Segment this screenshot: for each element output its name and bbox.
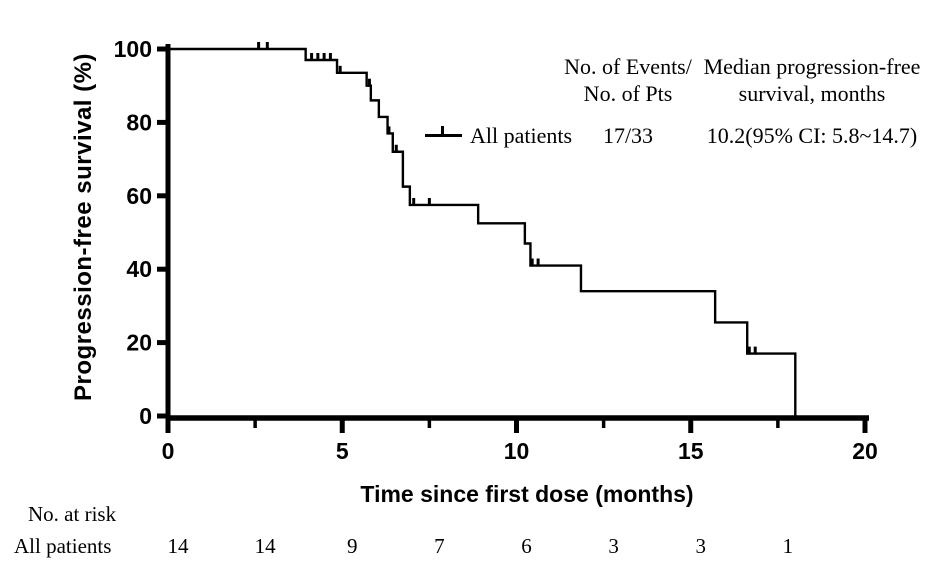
legend-series-label: All patients [470,123,573,148]
risk-count: 3 [695,534,707,558]
legend-header-events-line2: No. of Pts [583,81,673,106]
risk-count: 7 [434,534,445,558]
risk-count: 14 [254,534,276,558]
y-tick-label: 0 [139,403,152,429]
legend-header-events-line1: No. of Events/ [564,54,692,79]
risk-count: 14 [167,534,189,558]
km-curve [168,47,797,416]
x-tick-label: 0 [162,438,175,464]
x-tick-label: 5 [336,438,349,464]
risk-counts-row: 14 14 9 7 6 3 3 1 [0,534,931,562]
y-tick-label: 40 [126,256,152,282]
legend-header-events: No. of Events/ No. of Pts [564,53,692,107]
risk-count: 9 [347,534,358,558]
legend-events-value: 17/33 [602,123,654,148]
legend-median-value: 10.2(95% CI: 5.8~14.7) [706,123,918,148]
y-tick-label: 100 [114,36,152,62]
risk-count: 1 [782,534,794,558]
risk-count: 3 [608,534,619,558]
legend-header-median-line2: survival, months [738,81,886,106]
censor-tick-icon [441,126,444,136]
risk-table-title: No. at risk [28,502,117,526]
legend-header-median: Median progression-free survival, months [704,53,921,107]
y-tick-label: 60 [126,183,152,209]
risk-row-label: All patients [14,534,112,558]
y-tick-label: 20 [126,330,152,356]
x-tick-label: 10 [504,438,530,464]
y-tick-label: 80 [126,109,152,135]
y-axis-title: Progression-free survival (%) [70,53,97,401]
x-tick-label: 20 [852,438,878,464]
x-tick-label: 15 [678,438,704,464]
legend-header-median-line1: Median progression-free [703,54,921,79]
risk-count: 6 [521,534,532,558]
x-axis-title: Time since first dose (months) [360,481,694,507]
